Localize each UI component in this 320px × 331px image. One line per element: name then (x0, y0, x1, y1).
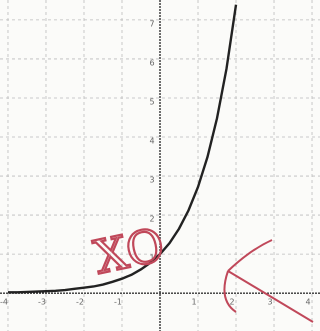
y-tick-label: 4 (149, 137, 154, 146)
x-tick-label: -4 (0, 298, 8, 307)
y-tick-label: 7 (149, 19, 154, 28)
y-tick-label: 6 (149, 58, 154, 67)
x-tick-label: -1 (114, 298, 122, 307)
x-tick-label: -2 (76, 298, 84, 307)
x-tick-label: 1 (191, 298, 196, 307)
y-tick-label: 5 (149, 97, 154, 106)
handwritten-note: XO (90, 217, 169, 284)
x-tick-label: -3 (38, 298, 46, 307)
x-tick-label: 4 (305, 298, 310, 307)
y-tick-label: 3 (149, 176, 154, 185)
x-tick-label: 3 (267, 298, 272, 307)
chart: -4-3-2-112341234567XO (0, 0, 320, 331)
handwritten-arrow (224, 240, 313, 322)
